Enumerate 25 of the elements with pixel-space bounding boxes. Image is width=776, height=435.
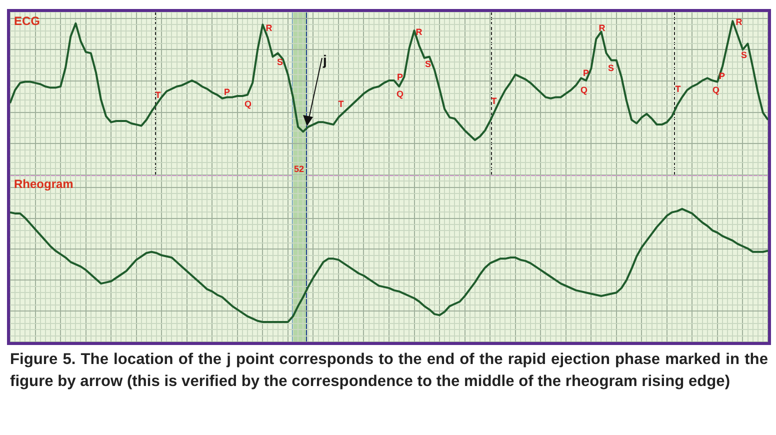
annotation: P	[224, 87, 230, 97]
annotation: P	[718, 71, 726, 81]
annotation: R	[598, 23, 606, 33]
annotation: Q	[244, 99, 252, 109]
text: 52	[294, 164, 304, 174]
annotation: S	[424, 59, 432, 69]
annotation: S	[608, 63, 614, 73]
annotation: S	[740, 50, 748, 60]
annotation: Q	[580, 85, 588, 95]
annotation: j	[323, 52, 327, 68]
annotation: P	[582, 68, 590, 78]
chart-title: ECG	[14, 14, 40, 28]
annotation: Q	[712, 85, 720, 95]
annotation: S	[276, 57, 284, 67]
annotation: P	[396, 72, 404, 82]
annotation: Q	[396, 89, 404, 99]
annotation: T	[491, 96, 497, 106]
annotation: T	[155, 90, 161, 100]
annotation: T	[675, 84, 681, 94]
annotation: T	[338, 99, 344, 109]
annotation: R	[736, 17, 742, 27]
chart-title: Rheogram	[14, 177, 74, 191]
annotation: R	[266, 23, 272, 33]
caption: Figure 5. The location of the j point corresponds to the end of the rapid ejection phase marked in the figure by arrow (this is verified by the correspondence to the middle of the rheogram rising edge)	[10, 350, 768, 392]
annotation: R	[416, 27, 422, 37]
